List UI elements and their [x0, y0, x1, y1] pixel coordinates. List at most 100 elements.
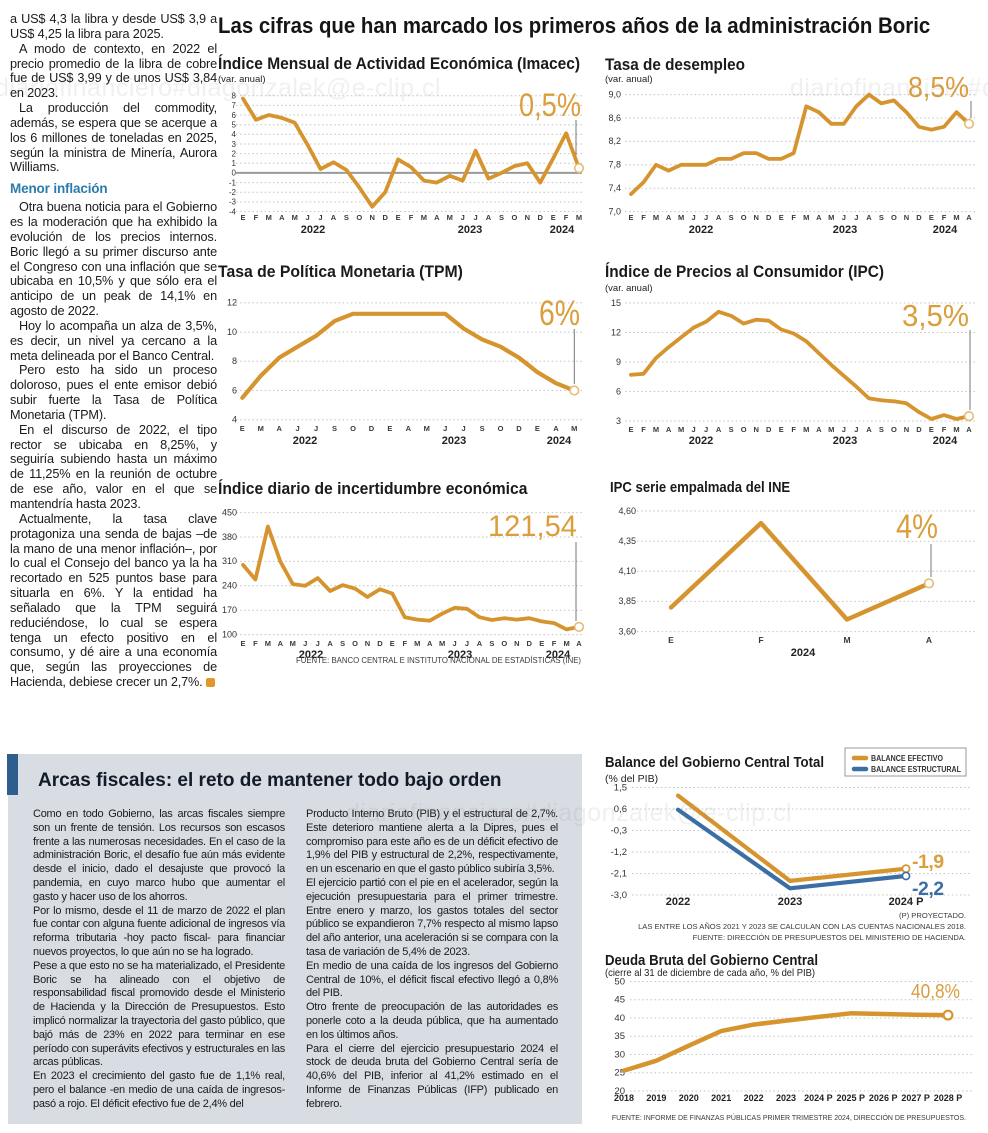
svg-text:15: 15 — [611, 298, 621, 308]
svg-text:E: E — [387, 424, 392, 433]
svg-text:E: E — [779, 425, 784, 434]
svg-text:S: S — [879, 213, 884, 222]
svg-text:A: A — [866, 425, 872, 434]
svg-text:A: A — [276, 424, 282, 433]
svg-text:2024: 2024 — [550, 224, 575, 236]
svg-text:2024: 2024 — [933, 435, 958, 447]
svg-text:M: M — [803, 213, 809, 222]
svg-text:S: S — [340, 639, 345, 648]
svg-text:3,5%: 3,5% — [902, 298, 969, 333]
svg-text:310: 310 — [222, 556, 237, 566]
svg-text:J: J — [692, 213, 696, 222]
svg-text:100: 100 — [222, 629, 237, 639]
svg-text:3,85: 3,85 — [618, 596, 636, 606]
svg-text:F: F — [942, 213, 947, 222]
svg-text:Balance del Gobierno Central T: Balance del Gobierno Central Total — [605, 755, 824, 771]
svg-text:N: N — [365, 639, 370, 648]
svg-text:J: J — [296, 424, 300, 433]
svg-text:10: 10 — [227, 327, 237, 337]
svg-text:E: E — [929, 425, 934, 434]
svg-text:E: E — [396, 213, 401, 222]
svg-text:45: 45 — [614, 995, 625, 1006]
svg-text:J: J — [842, 425, 846, 434]
svg-text:D: D — [916, 425, 922, 434]
svg-text:S: S — [489, 639, 494, 648]
svg-text:M: M — [953, 213, 959, 222]
svg-text:J: J — [704, 213, 708, 222]
svg-text:D: D — [537, 213, 543, 222]
svg-text:-2: -2 — [229, 188, 237, 197]
svg-text:N: N — [904, 425, 909, 434]
svg-text:J: J — [443, 424, 447, 433]
svg-text:BALANCE ESTRUCTURAL: BALANCE ESTRUCTURAL — [871, 765, 961, 774]
svg-text:A: A — [816, 213, 822, 222]
svg-text:-0,3: -0,3 — [611, 825, 627, 836]
svg-text:2022: 2022 — [689, 224, 713, 236]
svg-text:E: E — [539, 639, 544, 648]
svg-text:M: M — [265, 639, 271, 648]
svg-text:M: M — [653, 425, 659, 434]
svg-text:9: 9 — [616, 357, 621, 367]
svg-text:FUENTE: BANCO CENTRAL E INSTIT: FUENTE: BANCO CENTRAL E INSTITUTO NACION… — [296, 656, 581, 665]
svg-text:2022: 2022 — [689, 435, 713, 447]
svg-text:A: A — [966, 425, 972, 434]
svg-text:7,8: 7,8 — [608, 160, 621, 170]
svg-text:A: A — [486, 213, 492, 222]
svg-text:30: 30 — [614, 1049, 625, 1060]
svg-text:12: 12 — [611, 327, 621, 337]
svg-text:2020: 2020 — [679, 1093, 699, 1103]
svg-text:25: 25 — [614, 1068, 625, 1079]
svg-text:1: 1 — [232, 159, 237, 168]
svg-text:0,5%: 0,5% — [519, 87, 581, 123]
svg-text:(cierre al 31 de diciembre de: (cierre al 31 de diciembre de cada año, … — [605, 967, 815, 979]
svg-text:4,60: 4,60 — [618, 506, 636, 516]
svg-text:M: M — [439, 639, 445, 648]
svg-text:M: M — [258, 424, 264, 433]
svg-text:A: A — [331, 213, 337, 222]
svg-text:A: A — [576, 639, 582, 648]
svg-text:9,0: 9,0 — [608, 89, 621, 99]
svg-text:2022: 2022 — [299, 649, 323, 661]
svg-text:8,2: 8,2 — [608, 136, 621, 146]
svg-text:7: 7 — [232, 101, 237, 110]
svg-text:2026 P: 2026 P — [869, 1093, 898, 1103]
svg-text:(% del PIB): (% del PIB) — [605, 773, 658, 785]
svg-text:5: 5 — [232, 121, 237, 130]
svg-text:2023: 2023 — [833, 224, 857, 236]
svg-text:2024: 2024 — [546, 649, 571, 661]
svg-text:2023: 2023 — [778, 896, 802, 908]
svg-text:6: 6 — [232, 385, 237, 395]
svg-text:2022: 2022 — [301, 224, 325, 236]
svg-text:3: 3 — [616, 416, 621, 426]
svg-text:M: M — [843, 635, 850, 645]
svg-text:(P) PROYECTADO.: (P) PROYECTADO. — [899, 911, 966, 920]
svg-text:F: F — [403, 639, 408, 648]
svg-text:8,5%: 8,5% — [908, 72, 969, 104]
svg-text:D: D — [516, 424, 522, 433]
svg-text:F: F — [791, 425, 796, 434]
svg-text:3: 3 — [232, 140, 237, 149]
svg-text:A: A — [477, 639, 483, 648]
svg-text:2024 P: 2024 P — [889, 896, 924, 908]
svg-text:170: 170 — [222, 605, 237, 615]
svg-text:2024: 2024 — [547, 435, 572, 447]
svg-text:6: 6 — [232, 111, 237, 120]
svg-text:4,35: 4,35 — [618, 536, 636, 546]
svg-text:380: 380 — [222, 532, 237, 542]
svg-text:0,6: 0,6 — [614, 804, 627, 815]
svg-text:A: A — [716, 213, 722, 222]
svg-text:2028 P: 2028 P — [934, 1093, 963, 1103]
svg-text:A: A — [406, 424, 412, 433]
svg-text:N: N — [525, 213, 530, 222]
svg-text:2023: 2023 — [448, 649, 472, 661]
svg-text:450: 450 — [222, 507, 237, 517]
svg-text:8,6: 8,6 — [608, 113, 621, 123]
svg-text:2023: 2023 — [833, 435, 857, 447]
svg-text:J: J — [453, 639, 457, 648]
svg-text:2022: 2022 — [666, 896, 690, 908]
svg-text:2022: 2022 — [293, 435, 317, 447]
svg-text:D: D — [369, 424, 375, 433]
svg-text:240: 240 — [222, 581, 237, 591]
svg-text:F: F — [253, 639, 258, 648]
svg-text:O: O — [350, 424, 356, 433]
